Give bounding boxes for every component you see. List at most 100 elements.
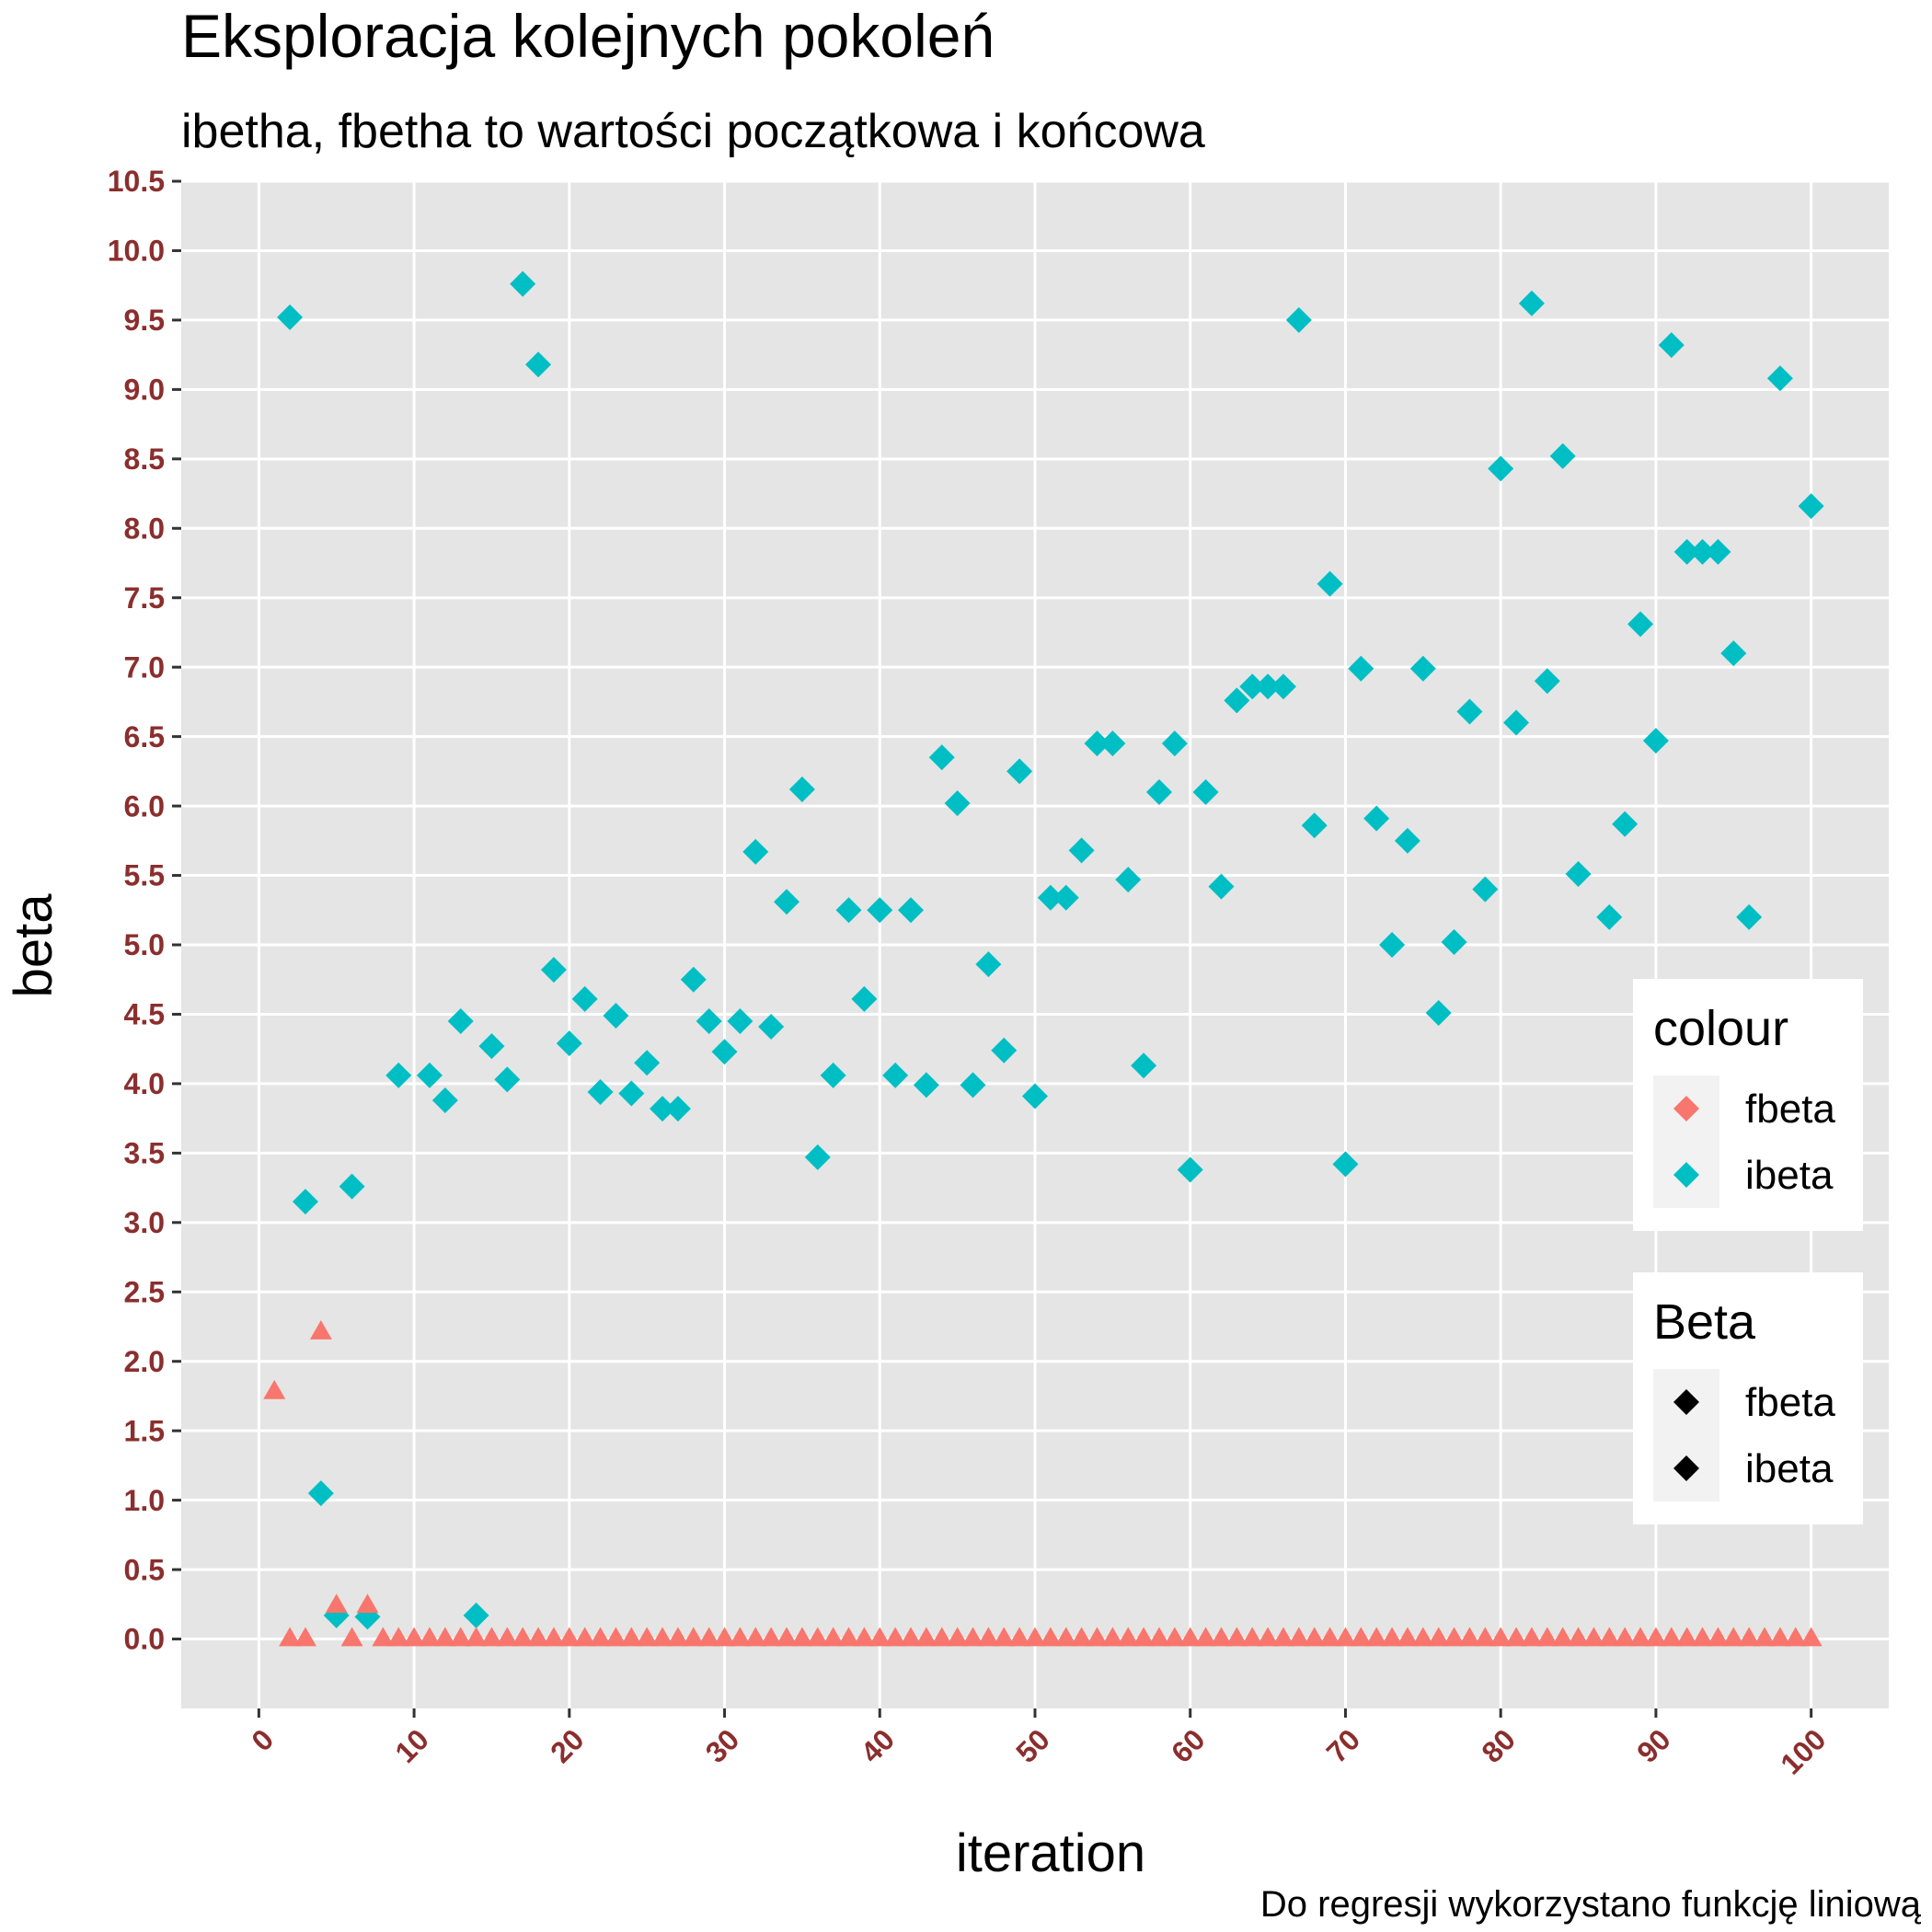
y-tick-label: 10.0 bbox=[108, 235, 165, 268]
fbeta-point bbox=[1381, 1627, 1404, 1647]
fbeta-point bbox=[589, 1627, 612, 1647]
fbeta-point bbox=[1505, 1627, 1528, 1647]
ibeta-point bbox=[1145, 779, 1172, 805]
ibeta-point bbox=[1270, 673, 1296, 700]
fbeta-point bbox=[790, 1627, 813, 1647]
fbeta-point bbox=[636, 1627, 659, 1647]
ibeta-point bbox=[664, 1096, 691, 1122]
ibeta-point bbox=[742, 838, 769, 865]
fbeta-point bbox=[542, 1627, 565, 1647]
ibeta-point bbox=[1689, 538, 1716, 565]
ibeta-point bbox=[463, 1602, 489, 1628]
x-tick-label: 80 bbox=[1475, 1722, 1522, 1769]
fbeta-point bbox=[1489, 1627, 1512, 1647]
y-tick-label: 8.5 bbox=[124, 443, 165, 476]
fbeta-point bbox=[1210, 1627, 1233, 1647]
fbeta-point bbox=[993, 1627, 1016, 1647]
ibeta-point bbox=[928, 744, 955, 771]
ibeta-point bbox=[478, 1033, 505, 1060]
legend-colour-label-2: ibeta bbox=[1745, 1153, 1834, 1198]
fbeta-point bbox=[279, 1627, 302, 1647]
legend-colour-key-glyph bbox=[1673, 1096, 1699, 1121]
ibeta-point bbox=[758, 1014, 785, 1041]
ibeta-point bbox=[1488, 455, 1514, 482]
fbeta-point bbox=[682, 1627, 705, 1647]
y-tick-label: 3.0 bbox=[124, 1206, 165, 1239]
ibeta-point bbox=[1627, 611, 1654, 638]
ibeta-point bbox=[1006, 758, 1033, 785]
ibeta-point bbox=[804, 1144, 831, 1170]
legend-beta: Beta fbeta ibeta bbox=[1633, 1272, 1863, 1524]
ibeta-point bbox=[774, 889, 800, 915]
ibeta-point bbox=[1705, 538, 1731, 565]
fbeta-point bbox=[822, 1627, 845, 1647]
ibeta-point bbox=[960, 1072, 986, 1098]
ibeta-point bbox=[339, 1173, 365, 1200]
fbeta-point bbox=[806, 1627, 829, 1647]
ibeta-point bbox=[867, 897, 893, 924]
fbeta-point bbox=[713, 1627, 736, 1647]
fbeta-point bbox=[1008, 1627, 1031, 1647]
fbeta-point bbox=[325, 1593, 348, 1614]
fbeta-point bbox=[1365, 1627, 1388, 1647]
ibeta-point bbox=[1084, 730, 1110, 757]
fbeta-point bbox=[1768, 1627, 1791, 1647]
ibeta-point bbox=[1052, 884, 1079, 911]
fbeta-point bbox=[1086, 1627, 1109, 1647]
ibeta-point bbox=[1131, 1052, 1157, 1079]
ibeta-point bbox=[1720, 640, 1747, 667]
ibeta-point bbox=[1425, 999, 1452, 1026]
fbeta-point bbox=[977, 1627, 1000, 1647]
ibeta-point bbox=[696, 1008, 722, 1034]
y-tick-label: 4.5 bbox=[124, 998, 165, 1031]
ibeta-point bbox=[1161, 730, 1188, 757]
fbeta-point bbox=[1024, 1627, 1046, 1647]
legend-beta-glyphs bbox=[1673, 1389, 1699, 1481]
ibeta-point bbox=[1736, 903, 1763, 930]
legend-colour-label-1: fbeta bbox=[1745, 1087, 1835, 1132]
fbeta-point bbox=[1614, 1627, 1637, 1647]
ibeta-point bbox=[494, 1066, 521, 1093]
fbeta-point bbox=[1784, 1627, 1807, 1647]
ibeta-point bbox=[587, 1078, 614, 1105]
ibeta-point bbox=[1068, 837, 1095, 864]
ibeta-point bbox=[603, 1002, 629, 1029]
fbeta-point bbox=[294, 1627, 316, 1647]
ibeta-point bbox=[277, 304, 304, 330]
fbeta-point bbox=[387, 1627, 410, 1647]
fbeta-point bbox=[1257, 1627, 1280, 1647]
x-tick-label: 60 bbox=[1165, 1722, 1212, 1769]
fbeta-point bbox=[573, 1627, 596, 1647]
ibeta-point bbox=[680, 966, 707, 993]
y-tick-label: 8.0 bbox=[124, 512, 165, 545]
ibeta-point bbox=[882, 1062, 909, 1088]
fbeta-point bbox=[1225, 1627, 1248, 1647]
ibeta-point bbox=[618, 1080, 645, 1107]
fbeta-point bbox=[1520, 1627, 1543, 1647]
y-tick-label: 6.5 bbox=[124, 720, 165, 753]
x-tick-label: 30 bbox=[699, 1722, 746, 1769]
fbeta-point bbox=[1582, 1627, 1605, 1647]
fbeta-point bbox=[1660, 1627, 1683, 1647]
ibeta-point bbox=[556, 1030, 582, 1057]
ibeta-point bbox=[1301, 812, 1328, 839]
ibeta-point bbox=[1037, 884, 1064, 911]
ibeta-point bbox=[1192, 779, 1219, 805]
fbeta-point bbox=[1148, 1627, 1170, 1647]
x-tick-label: 10 bbox=[388, 1722, 435, 1769]
fbeta-point bbox=[930, 1627, 953, 1647]
fbeta-point bbox=[449, 1627, 472, 1647]
fbeta-point bbox=[1722, 1627, 1745, 1647]
y-axis-title: beta bbox=[4, 893, 63, 998]
fbeta-point bbox=[1318, 1627, 1341, 1647]
x-tick-label: 0 bbox=[245, 1722, 280, 1757]
data-points bbox=[263, 270, 1824, 1647]
ibeta-point bbox=[788, 776, 815, 802]
ibeta-point bbox=[1022, 1083, 1048, 1110]
ibeta-point bbox=[835, 897, 862, 924]
fbeta-point bbox=[651, 1627, 674, 1647]
y-tick-label: 2.5 bbox=[124, 1275, 165, 1308]
legend-colour-key-glyph bbox=[1673, 1162, 1699, 1188]
ibeta-point bbox=[634, 1050, 661, 1076]
ibeta-point bbox=[727, 1008, 753, 1034]
